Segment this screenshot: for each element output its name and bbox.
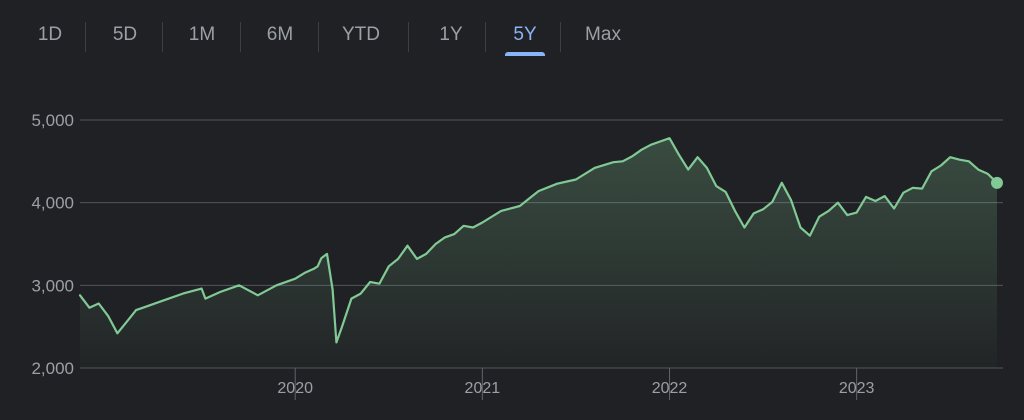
tab-label: 5Y — [513, 24, 537, 45]
series-area-fill — [80, 138, 997, 368]
tab-label: 1M — [188, 24, 216, 45]
x-tick-label: 2023 — [839, 380, 875, 397]
x-tick-label: 2022 — [652, 380, 688, 397]
tab-divider — [318, 22, 319, 52]
tab-label: YTD — [342, 24, 380, 45]
y-axis: 2,000 3,000 4,000 5,000 — [31, 111, 74, 378]
tab-5y[interactable]: 5Y — [495, 22, 555, 56]
tab-6m[interactable]: 6M — [250, 22, 310, 56]
x-axis: 2020 2021 2022 2023 — [277, 368, 875, 400]
tab-divider — [408, 22, 409, 52]
tab-divider — [485, 22, 486, 52]
series-layer — [78, 137, 1003, 368]
tab-1m[interactable]: 1M — [172, 22, 232, 56]
tab-label: 1D — [37, 24, 63, 45]
tab-ytd[interactable]: YTD — [326, 22, 396, 56]
series-line — [78, 137, 999, 344]
tab-5d[interactable]: 5D — [95, 22, 155, 56]
y-tick-label: 5,000 — [31, 111, 74, 130]
tab-divider — [162, 22, 163, 52]
active-tab-indicator — [505, 52, 545, 56]
tab-label: Max — [585, 24, 621, 45]
y-tick-label: 3,000 — [31, 276, 74, 295]
tab-divider — [240, 22, 241, 52]
tab-max[interactable]: Max — [568, 22, 638, 56]
x-tick-label: 2021 — [465, 380, 501, 397]
tab-1y[interactable]: 1Y — [421, 22, 481, 56]
y-tick-label: 2,000 — [31, 359, 74, 378]
time-range-tabs: 1D 5D 1M 6M YTD 1Y 5Y Max — [0, 0, 1024, 70]
tab-label: 1Y — [439, 24, 463, 45]
tab-label: 6M — [266, 24, 294, 45]
tab-divider — [85, 22, 86, 52]
tab-label: 5D — [112, 24, 138, 45]
x-tick-label: 2020 — [277, 380, 313, 397]
tab-divider — [560, 22, 561, 52]
tab-1d[interactable]: 1D — [20, 22, 80, 56]
last-value-marker[interactable] — [991, 176, 1003, 189]
y-tick-label: 4,000 — [31, 194, 74, 213]
